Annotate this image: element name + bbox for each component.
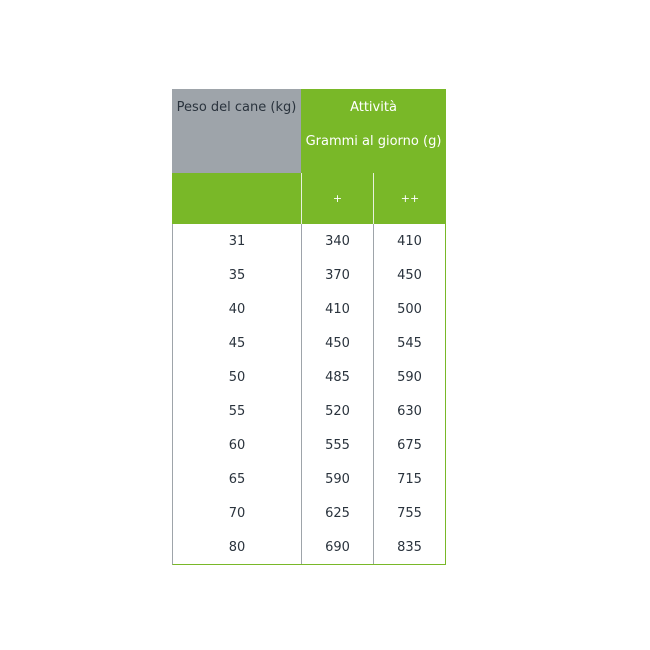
weight-header: Peso del cane (kg) (172, 89, 301, 173)
grams-plus-plus-cell: 755 (373, 496, 445, 530)
header-row: Peso del cane (kg) Attività Grammi al gi… (172, 89, 446, 173)
level-plus: + (301, 173, 373, 224)
activity-level-row: + ++ (172, 173, 446, 224)
weight-cell: 70 (228, 505, 246, 521)
grams-plus-cell: 340 (301, 224, 373, 258)
table-row: 55 520 630 (173, 394, 445, 428)
grams-plus-cell: 520 (301, 394, 373, 428)
grams-plus-cell: 590 (301, 462, 373, 496)
table-body: 31 340 410 35 370 450 40 410 500 45 450 545 50 485 590… (172, 224, 446, 565)
grams-plus-cell: 410 (301, 292, 373, 326)
grams-plus-plus-cell: 545 (373, 326, 445, 360)
grams-plus-cell: 450 (301, 326, 373, 360)
table-row: 50 485 590 (173, 360, 445, 394)
table-row: 35 370 450 (173, 258, 445, 292)
weight-cell: 60 (228, 437, 246, 453)
grams-plus-plus-cell: 675 (373, 428, 445, 462)
feeding-table: Peso del cane (kg) Attività Grammi al gi… (172, 89, 446, 565)
weight-cell: 65 (228, 471, 246, 487)
table-row: 31 340 410 (173, 224, 445, 258)
table-row: 60 555 675 (173, 428, 445, 462)
table-row: 70 625 755 (173, 496, 445, 530)
table-row: 40 410 500 (173, 292, 445, 326)
grams-plus-cell: 690 (301, 530, 373, 564)
grams-plus-cell: 370 (301, 258, 373, 292)
weight-cell: 35 (228, 267, 246, 283)
empty-header-cell (172, 173, 301, 224)
grams-plus-plus-cell: 410 (373, 224, 445, 258)
weight-cell: 80 (228, 539, 246, 555)
grams-plus-plus-cell: 450 (373, 258, 445, 292)
grams-plus-cell: 485 (301, 360, 373, 394)
weight-cell: 40 (228, 301, 246, 317)
weight-cell: 55 (228, 403, 246, 419)
grams-plus-plus-cell: 500 (373, 292, 445, 326)
level-plus-plus: ++ (373, 173, 446, 224)
table-row: 65 590 715 (173, 462, 445, 496)
grams-plus-cell: 625 (301, 496, 373, 530)
activity-header: Attività Grammi al giorno (g) (301, 89, 446, 173)
grams-label: Grammi al giorno (g) (305, 134, 442, 149)
weight-cell: 45 (228, 335, 246, 351)
grams-plus-plus-cell: 590 (373, 360, 445, 394)
grams-plus-cell: 555 (301, 428, 373, 462)
activity-label: Attività (350, 100, 397, 115)
table-row: 80 690 835 (173, 530, 445, 564)
weight-cell: 50 (228, 369, 246, 385)
grams-plus-plus-cell: 715 (373, 462, 445, 496)
grams-plus-plus-cell: 835 (373, 530, 445, 564)
weight-cell: 31 (228, 233, 246, 249)
table-row: 45 450 545 (173, 326, 445, 360)
grams-plus-plus-cell: 630 (373, 394, 445, 428)
